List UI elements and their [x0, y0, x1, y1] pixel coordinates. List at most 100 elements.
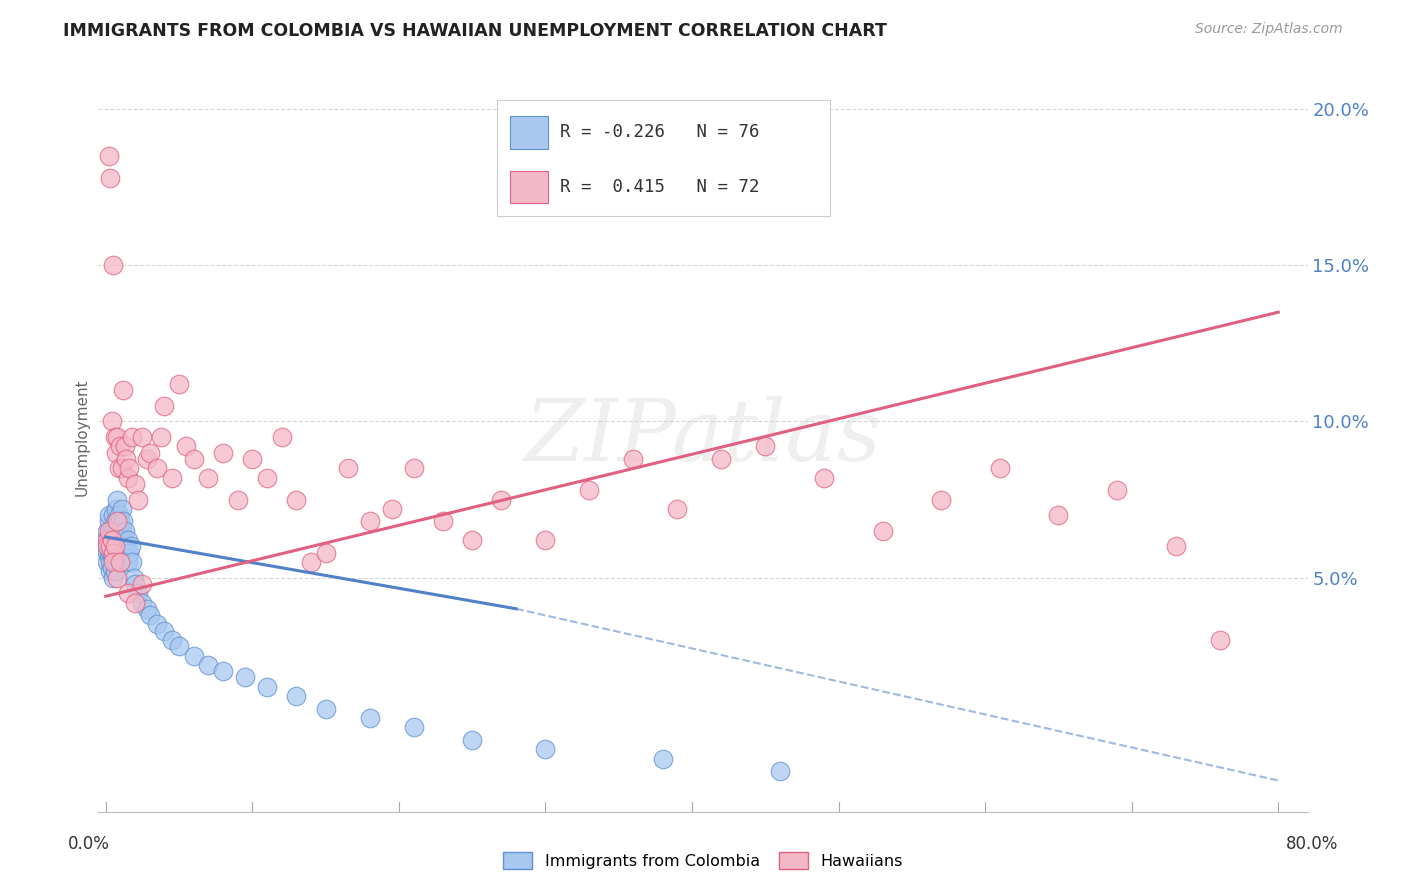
Point — [127, 492, 149, 507]
Point — [97, 524, 120, 538]
Point — [153, 399, 176, 413]
Point — [100, 561, 122, 575]
Point — [124, 476, 146, 491]
Point — [160, 633, 183, 648]
Point — [107, 533, 129, 547]
Point — [100, 533, 122, 547]
Point — [285, 689, 308, 703]
Point — [107, 430, 129, 444]
Point — [127, 586, 149, 600]
Point — [96, 539, 118, 553]
Point — [534, 742, 557, 756]
Point — [167, 639, 190, 653]
Point — [491, 492, 513, 507]
Point — [98, 539, 121, 553]
Point — [101, 539, 124, 553]
Point — [107, 571, 129, 585]
Point — [110, 555, 132, 569]
Point — [666, 501, 689, 516]
Point — [212, 664, 235, 679]
Point — [769, 764, 792, 778]
Point — [1105, 483, 1128, 498]
Point — [872, 524, 894, 538]
Point — [103, 539, 125, 553]
Point — [112, 533, 135, 547]
Point — [112, 384, 135, 398]
Point — [118, 461, 141, 475]
Point — [101, 545, 124, 560]
Point — [402, 461, 425, 475]
Point — [299, 555, 322, 569]
Point — [108, 461, 131, 475]
Point — [135, 601, 157, 615]
Point — [97, 549, 120, 563]
Text: ZIPatlas: ZIPatlas — [524, 396, 882, 478]
Point — [117, 586, 139, 600]
Point — [108, 545, 131, 560]
Point — [138, 446, 160, 460]
Point — [105, 539, 128, 553]
Point — [100, 549, 122, 563]
Point — [197, 658, 219, 673]
Point — [124, 576, 146, 591]
Point — [107, 492, 129, 507]
Point — [651, 751, 673, 765]
Point — [146, 461, 169, 475]
Point — [534, 533, 557, 547]
Point — [100, 524, 122, 538]
Point — [103, 545, 125, 560]
Point — [97, 530, 120, 544]
Point — [121, 555, 143, 569]
Point — [100, 414, 122, 428]
Text: 0.0%: 0.0% — [67, 835, 110, 853]
Point — [359, 711, 381, 725]
Point — [315, 701, 337, 715]
Point — [110, 440, 132, 453]
Point — [929, 492, 952, 507]
Point — [167, 376, 190, 391]
Legend: Immigrants from Colombia, Hawaiians: Immigrants from Colombia, Hawaiians — [496, 846, 910, 875]
Point — [150, 430, 173, 444]
Point — [111, 501, 134, 516]
Point — [94, 539, 117, 553]
Point — [402, 721, 425, 735]
Point — [98, 545, 121, 560]
Text: IMMIGRANTS FROM COLOMBIA VS HAWAIIAN UNEMPLOYMENT CORRELATION CHART: IMMIGRANTS FROM COLOMBIA VS HAWAIIAN UNE… — [63, 22, 887, 40]
Point — [98, 555, 121, 569]
Point — [114, 524, 136, 538]
Point — [103, 430, 125, 444]
Point — [621, 451, 644, 466]
Point — [101, 571, 124, 585]
Point — [112, 514, 135, 528]
Point — [160, 470, 183, 484]
Y-axis label: Unemployment: Unemployment — [75, 378, 90, 496]
Point — [105, 501, 128, 516]
Point — [183, 648, 205, 663]
Point — [117, 470, 139, 484]
Point — [131, 576, 153, 591]
Point — [98, 533, 121, 547]
Point — [110, 549, 132, 563]
Point — [256, 680, 278, 694]
Point — [111, 524, 134, 538]
Point — [94, 533, 117, 547]
Point — [124, 596, 146, 610]
Point — [197, 470, 219, 484]
Point — [108, 508, 131, 523]
Point — [461, 533, 484, 547]
Point — [813, 470, 835, 484]
Point — [105, 446, 128, 460]
Text: R =  0.415   N = 72: R = 0.415 N = 72 — [561, 178, 759, 196]
Point — [103, 530, 125, 544]
Point — [97, 149, 120, 163]
Text: 80.0%: 80.0% — [1286, 835, 1339, 853]
Point — [240, 451, 263, 466]
Point — [96, 555, 118, 569]
Point — [115, 539, 138, 553]
Point — [101, 258, 124, 272]
Point — [183, 451, 205, 466]
Point — [105, 555, 128, 569]
Point — [131, 596, 153, 610]
Point — [114, 440, 136, 453]
Point — [146, 617, 169, 632]
